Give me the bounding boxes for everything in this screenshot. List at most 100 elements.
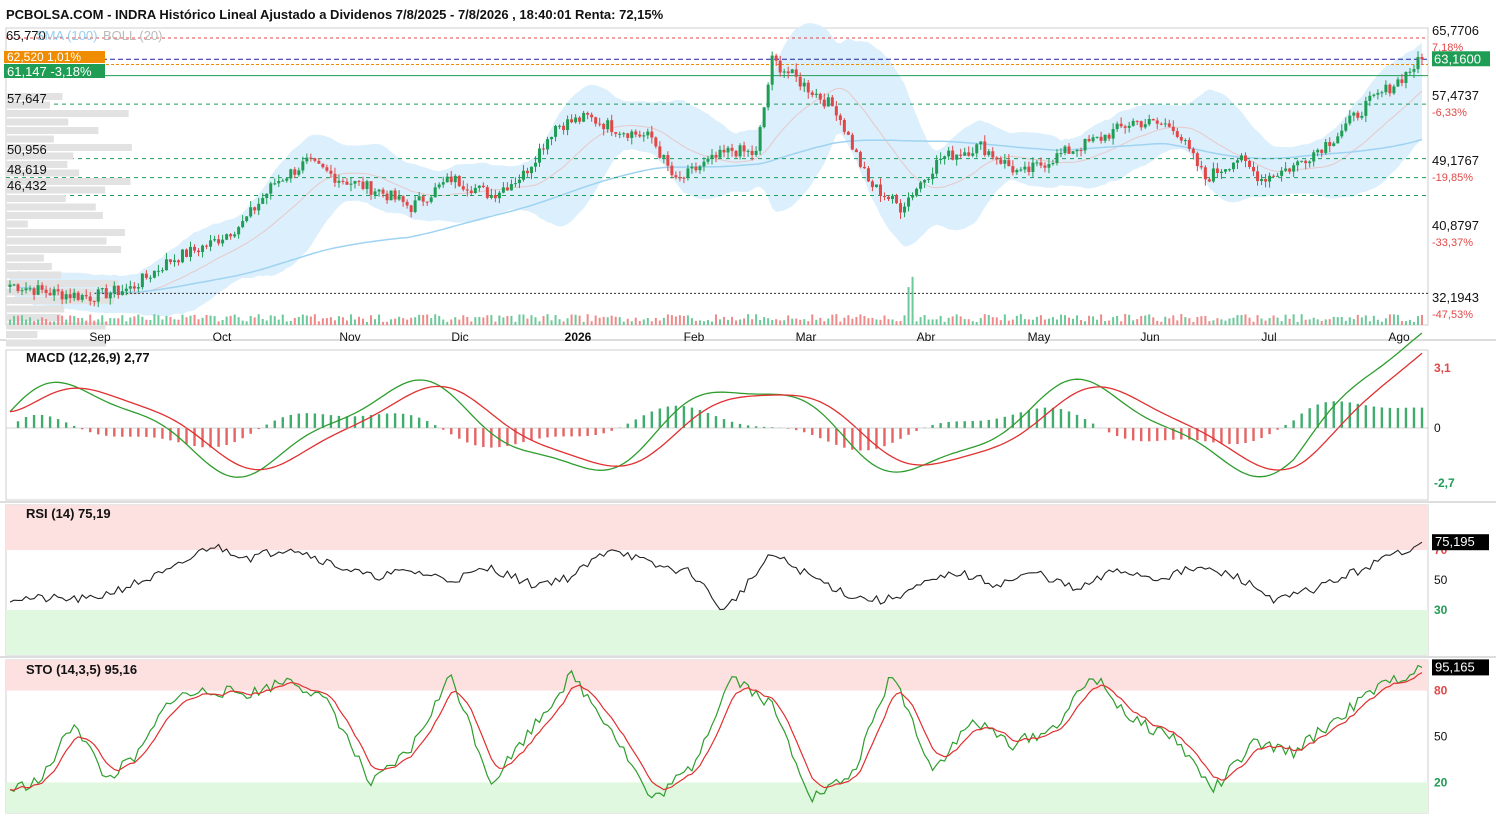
volume-bar [691, 318, 693, 325]
volume-bar [1333, 317, 1335, 325]
candle-body [558, 126, 561, 127]
macd-histogram-bar [835, 428, 837, 445]
x-axis-label: Jul [1261, 330, 1276, 344]
volume-bar [262, 319, 264, 325]
volume-bar [190, 316, 192, 325]
candle-body [45, 290, 48, 293]
volume-bar [105, 321, 107, 325]
volume-profile-bar [6, 195, 66, 202]
volume-bar [242, 321, 244, 325]
candle-body [165, 259, 168, 270]
macd-histogram-bar [65, 422, 67, 428]
volume-bar [173, 319, 175, 325]
candle-body [73, 293, 76, 298]
macd-histogram-bar [145, 428, 147, 437]
macd-histogram-bar [266, 425, 268, 428]
volume-bar [410, 318, 412, 325]
volume-bar [1080, 320, 1082, 325]
volume-bar [916, 321, 918, 325]
volume-bar [238, 317, 240, 325]
candle-body [727, 148, 730, 153]
candle-body [1244, 155, 1247, 161]
volume-bar [306, 316, 308, 325]
candle-body [273, 183, 276, 184]
volume-bar [1040, 315, 1042, 325]
macd-histogram-bar [602, 428, 604, 433]
macd-histogram-bar [1156, 428, 1158, 441]
rsi-axis-30: 30 [1434, 603, 1448, 617]
candle-body [983, 141, 986, 155]
volume-bar [1136, 319, 1138, 325]
candle-body [1416, 57, 1419, 69]
candle-body [1192, 149, 1195, 153]
volume-bar [426, 315, 428, 325]
candle-body [1043, 166, 1046, 168]
x-axis-label: Abr [917, 330, 936, 344]
volume-bar [799, 320, 801, 325]
volume-bar [964, 319, 966, 325]
candle-body [185, 250, 188, 257]
volume-bar [1052, 317, 1054, 325]
candle-body [1051, 163, 1054, 164]
macd-histogram-bar [1268, 428, 1270, 434]
volume-bar [302, 315, 304, 325]
candle-body [835, 106, 838, 115]
candle-body [173, 260, 176, 262]
candle-body [1336, 136, 1339, 143]
candle-body [1084, 139, 1087, 151]
candle-body [209, 240, 212, 246]
candle-body [169, 259, 172, 262]
volume-bar [278, 320, 280, 325]
candle-body [1007, 160, 1010, 166]
volume-bar [1361, 317, 1363, 325]
candle-body [49, 293, 52, 295]
volume-bar [879, 320, 881, 325]
candle-body [1288, 169, 1291, 172]
macd-histogram-bar [49, 416, 51, 428]
macd-axis-bottom: -2,7 [1434, 476, 1455, 490]
candle-body [285, 178, 288, 180]
candle-body [1035, 162, 1038, 163]
price-axis-value: 32,1943 [1432, 290, 1479, 305]
candle-body [799, 77, 802, 87]
candle-body [1003, 160, 1006, 164]
candle-body [349, 184, 352, 185]
candle-body [1272, 176, 1275, 177]
candle-body [658, 146, 661, 157]
candle-body [470, 191, 473, 193]
volume-profile-bar [6, 306, 64, 313]
volume-bar [121, 315, 123, 325]
volume-bar [1301, 314, 1303, 325]
macd-histogram-bar [627, 424, 629, 428]
volume-bar [9, 320, 11, 325]
volume-bar [1417, 316, 1419, 325]
volume-bar [382, 322, 384, 325]
volume-bar [502, 317, 504, 325]
volume-bar [1389, 314, 1391, 325]
macd-histogram-bar [570, 428, 572, 436]
candle-body [1368, 96, 1371, 101]
sto-value-badge-text: 95,165 [1435, 659, 1475, 674]
volume-bar [896, 321, 898, 325]
volume-bar [1409, 320, 1411, 325]
candle-body [213, 239, 216, 240]
candle-body [739, 145, 742, 156]
candle-body [313, 158, 316, 161]
x-axis-label: Sep [89, 330, 111, 344]
candle-body [1184, 140, 1187, 141]
candle-body [542, 148, 545, 149]
candle-body [117, 286, 120, 295]
candle-body [907, 198, 910, 207]
candle-body [1280, 171, 1283, 176]
macd-histogram-bar [723, 419, 725, 428]
candle-body [398, 196, 401, 199]
volume-bar [286, 321, 288, 325]
volume-bar [69, 315, 71, 325]
macd-histogram-bar [883, 428, 885, 446]
volume-bar [49, 322, 51, 325]
volume-bar [835, 314, 837, 325]
price-axis-value: 57,4737 [1432, 88, 1479, 103]
volume-profile-bar [6, 204, 96, 211]
candle-body [305, 158, 308, 162]
